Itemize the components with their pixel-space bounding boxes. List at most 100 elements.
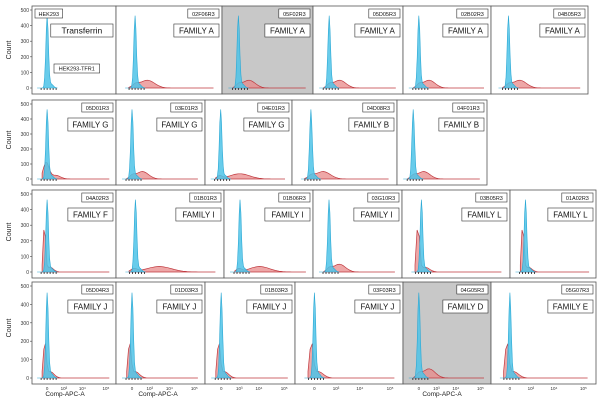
y-axis-label-row-4: Count [6,319,13,338]
y-tick-label: 400 [21,302,30,308]
panel-frame [115,189,225,279]
control-histogram [515,199,536,273]
histogram-panel: 0 10³ 10⁴ 10⁵ 04G05R3 FAMILY D [402,281,492,391]
histogram-panel: 0 10³ 10⁴ 10⁵ 01B03R3 FAMILY J [204,281,296,391]
x-tick-label: 10⁴ [256,386,263,391]
histogram-panel: 01B06R3 FAMILY I [223,189,314,279]
x-tick-label: 10⁵ [387,386,394,391]
x-tick-label: 10³ [147,386,154,391]
sample-id-box [34,8,63,19]
axis-labels-layer: Count Count Count Count Comp-APC-A Comp-… [6,41,462,398]
family-label-box [442,299,489,314]
y-tick-label: 0 [26,177,29,183]
y-tick-label: 200 [21,55,30,61]
sample-histogram [304,171,389,180]
control-histogram [125,15,146,89]
family-label-box [353,207,400,222]
y-tick-label: 400 [21,24,30,30]
histogram-panel: 0 10³ 10⁴ 10⁵ 05G07R3 FAMILY E [490,281,597,391]
x-tick-label: 10³ [333,386,340,391]
sample-id-label: 04B05R3 [558,12,581,18]
sample-id-label: 01B06R3 [283,196,306,202]
sample-id-label: 05D04R3 [86,288,109,294]
x-tick-label: 10⁴ [166,386,173,391]
sample-id-label: 02F06R3 [192,12,215,18]
sample-histogram [502,79,581,89]
family-label: FAMILY G [248,121,284,130]
family-label-box [67,117,114,132]
family-label-box [354,299,401,314]
sample-id-box [456,284,489,295]
x-tick-label: 0 [313,386,316,391]
family-label-box [246,299,293,314]
sample-id-box [452,102,485,113]
y-tick-label: 100 [21,162,30,168]
y-tick-label: 100 [21,254,30,260]
histogram-panel: 04F01R3 FAMILY B [396,99,488,186]
x-tick-label: 10⁵ [281,386,288,391]
sample-id-label: 04D08R3 [367,106,390,112]
histogram-panel: 0 100 200 300 400 500 HEK293 Transferrin HEK293-… [21,5,117,95]
sample-histogram [413,368,484,379]
x-tick-label: 10⁴ [551,386,558,391]
sample-id-box [368,284,401,295]
sample-id-label: 03G10R3 [372,196,396,202]
x-tick-label: 0 [220,386,223,391]
y-axis-label-row-2: Count [6,131,13,150]
histogram-panel: 0 100 200 300 400 500 04A02R3 FAMILY F [21,189,117,279]
sample-id-label: 01A02R3 [566,196,589,202]
sample-id-box [456,8,489,19]
histogram-panel: 04D08R3 FAMILY B [291,99,398,186]
histogram-panel: 01B01R3 FAMILY I [115,189,225,279]
histogram-panel: 0 100 200 300 400 500 05D01R3 FAMILY G [21,99,117,186]
sample-id-box [475,192,508,203]
sample-id-box [278,192,311,203]
y-tick-label: 300 [21,321,30,327]
x-tick-label: 10³ [236,386,243,391]
y-tick-label: 500 [21,102,30,108]
family-label-box [442,23,489,38]
sample-histogram [126,171,198,180]
y-tick-label: 400 [21,208,30,214]
y-tick-label: 0 [26,270,29,276]
family-label-box [156,299,203,314]
sample-id-label: 05D05R3 [373,12,396,18]
x-tick-label: 0 [46,386,49,391]
family-label: FAMILY I [182,211,214,220]
family-label-box [156,117,203,132]
sample-histogram [407,171,480,180]
histogram-panel: 0 10³ 10⁴ 10⁵ 01D03R3 FAMILY J [115,281,206,391]
y-tick-label: 400 [21,117,30,123]
sample-id-label: 03B05R3 [480,196,503,202]
y-tick-label: 200 [21,147,30,153]
sample-id-box [81,192,114,203]
histogram-panel: 02B02R3 FAMILY A [402,5,492,95]
y-tick-label: 300 [21,132,30,138]
family-label: FAMILY A [448,27,483,36]
family-label-box [547,299,594,314]
family-label: FAMILY A [360,27,395,36]
x-tick-label: 0 [418,386,421,391]
panel-frame [291,99,398,186]
sample-histogram [413,79,484,89]
histogram-panel: 03G10R3 FAMILY I [312,189,403,279]
family-label-box [547,207,594,222]
y-axis-label-row-1: Count [6,41,13,60]
family-label-box [67,299,114,314]
sample-id-box [561,192,594,203]
family-label: FAMILY D [448,303,484,312]
sample-id-box [187,8,220,19]
family-label: Transferrin [61,26,102,36]
y-tick-label: 0 [26,376,29,382]
x-tick-label: 10³ [61,386,68,391]
x-tick-label: 10³ [433,386,440,391]
sample-id-label: 05D01R3 [86,106,109,112]
y-tick-label: 200 [21,339,30,345]
x-tick-label: 10⁵ [477,386,484,391]
control-histogram [228,15,249,89]
x-tick-label: 10⁵ [102,386,109,391]
y-tick-label: 500 [21,284,30,290]
family-label-box [264,23,311,38]
family-label: FAMILY A [270,27,305,36]
histogram-panel: 02F06R3 FAMILY A [115,5,223,95]
